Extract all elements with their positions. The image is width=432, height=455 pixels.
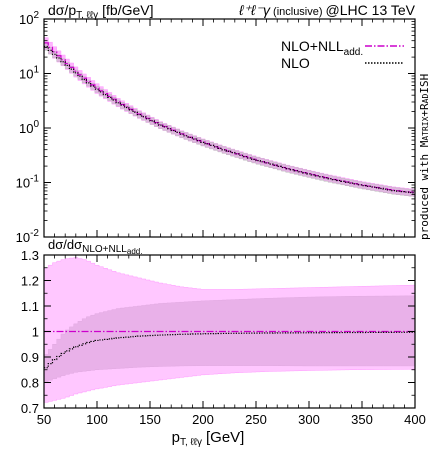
main-ylabel: dσ/pT, ℓℓγ [fb/GeV] bbox=[48, 2, 154, 21]
legend-label-nlo-nll: NLO+NLLadd. bbox=[281, 38, 363, 58]
ratio-ytick-label: 1.3 bbox=[21, 248, 39, 263]
ratio-xtick-label: 250 bbox=[245, 412, 267, 427]
ratio-xtick-label: 350 bbox=[351, 412, 373, 427]
ratio-ytick-label: 0.8 bbox=[21, 376, 39, 391]
process-inclusive: (inclusive) bbox=[270, 6, 323, 18]
ratio-ytick-label: 0.9 bbox=[21, 350, 39, 365]
main-ylabel-text: dσ/p bbox=[48, 2, 76, 18]
ratio-xtick-label: 400 bbox=[404, 412, 426, 427]
main-ytick-label: 10-2 bbox=[16, 228, 40, 245]
ratio-xtick-label: 300 bbox=[298, 412, 320, 427]
credit-brand-matrix: Matrix bbox=[418, 116, 431, 147]
band-ratio-nlo-nll bbox=[43, 257, 416, 403]
ratio-ylabel-sub: NLO+NLL bbox=[82, 244, 127, 255]
main-ytick-label: 102 bbox=[19, 10, 39, 27]
main-ytick-label: 10-1 bbox=[16, 174, 40, 191]
main-ylabel-unit: [fb/GeV] bbox=[102, 2, 153, 18]
ratio-uncertainty-bands bbox=[43, 257, 416, 403]
credit-brand-radish: RadISH bbox=[418, 74, 431, 110]
band-main-nlo-nll bbox=[43, 37, 416, 197]
ratio-ytick-label: 1 bbox=[32, 325, 39, 340]
legend-nlo-nll-text: NLO+NLL bbox=[281, 38, 344, 54]
ratio-xtick-label: 50 bbox=[37, 412, 51, 427]
line-main-nlo-nll bbox=[44, 42, 415, 194]
ratio-frame bbox=[43, 254, 416, 409]
main-frame bbox=[43, 18, 416, 238]
ratio-xtick-label: 200 bbox=[192, 412, 214, 427]
ratio-ylabel-subsub: add. bbox=[127, 247, 143, 256]
main-ytick-label: 100 bbox=[19, 119, 39, 136]
ratio-ylabel-text: dσ/dσ bbox=[48, 237, 82, 252]
process-collider: @LHC 13 TeV bbox=[326, 2, 416, 18]
main-ytick-label: 101 bbox=[19, 65, 39, 82]
band-main-nlo bbox=[43, 43, 416, 197]
ratio-panel: 0.7 0.8 0.9 1 1.1 1.2 1.3 50 100 150 200 250 300 350 4… bbox=[21, 237, 426, 448]
xlabel-text: p bbox=[172, 429, 180, 446]
legend-entry-nlo: NLO bbox=[281, 55, 404, 71]
ratio-xtick-label: 100 bbox=[86, 412, 108, 427]
ratio-curves bbox=[44, 330, 415, 369]
process-title: ℓ⁺ℓ⁻γ (inclusive) @LHC 13 TeV bbox=[238, 2, 416, 18]
line-ratio-nlo bbox=[44, 331, 415, 369]
legend: NLO+NLLadd. NLO bbox=[281, 38, 404, 71]
xlabel-unit: [GeV] bbox=[206, 429, 244, 446]
main-ticks: 10-2 10-1 100 101 102 bbox=[16, 10, 416, 245]
process-particles: ℓ⁺ℓ⁻γ bbox=[238, 2, 271, 18]
main-uncertainty-bands bbox=[43, 37, 416, 197]
ratio-ticks: 0.7 0.8 0.9 1 1.1 1.2 1.3 50 100 150 200 250 300 350 4… bbox=[21, 248, 426, 427]
legend-nlo-nll-sub: add. bbox=[344, 47, 363, 58]
main-curves bbox=[44, 42, 415, 194]
ratio-ytick-label: 1.1 bbox=[21, 299, 39, 314]
xlabel: pT, ℓℓγ [GeV] bbox=[172, 429, 245, 448]
main-ylabel-sub: T, ℓℓγ bbox=[76, 10, 98, 21]
xlabel-sub: T, ℓℓγ bbox=[180, 437, 202, 448]
line-main-nlo bbox=[44, 45, 415, 194]
ratio-ytick-label: 0.7 bbox=[21, 401, 39, 416]
produced-with-credit: produced with Matrix+RadISH bbox=[418, 74, 431, 240]
ratio-ylabel: dσ/dσNLO+NLLadd. bbox=[48, 237, 142, 256]
credit-prefix: produced with bbox=[418, 147, 431, 240]
ratio-ytick-label: 1.2 bbox=[21, 274, 39, 289]
legend-entry-nlo-nll: NLO+NLLadd. bbox=[281, 38, 404, 58]
ratio-xtick-label: 150 bbox=[139, 412, 161, 427]
legend-label-nlo: NLO bbox=[281, 55, 310, 71]
credit-plus: + bbox=[418, 110, 431, 117]
main-panel: 10-2 10-1 100 101 102 dσ/pT, ℓℓγ [fb/GeV] ℓ⁺ℓ… bbox=[16, 2, 416, 245]
